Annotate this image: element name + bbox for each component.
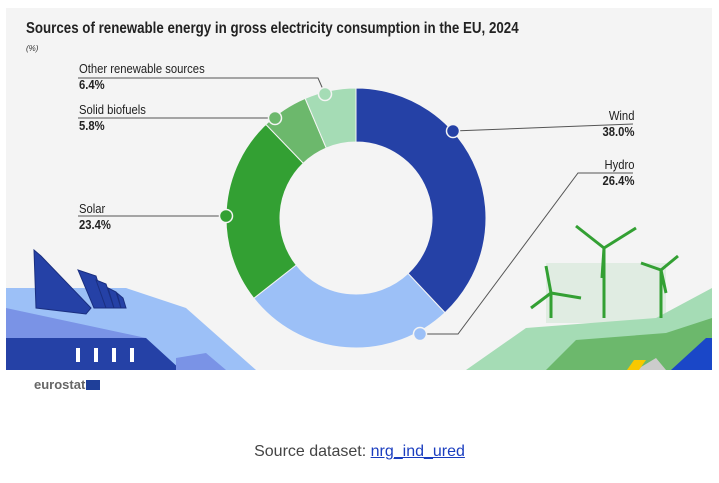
leader-wind bbox=[452, 123, 634, 132]
slice-hydro bbox=[253, 264, 446, 349]
chart-unit: (%) bbox=[26, 44, 39, 53]
source-dataset-link[interactable]: nrg_ind_ured bbox=[370, 443, 465, 460]
marker-hydro bbox=[412, 326, 428, 342]
leader-hydro bbox=[420, 172, 633, 335]
illustration-hydro-solar bbox=[6, 248, 256, 370]
chart-card: Sources of renewable energy in gross ele… bbox=[6, 8, 712, 370]
donut-chart bbox=[6, 77, 712, 370]
label-solar: Solar 23.4% bbox=[79, 202, 111, 232]
label-solid-biofuels: Solid biofuels 5.8% bbox=[79, 103, 146, 133]
marker-wind bbox=[445, 123, 461, 139]
slice-wind bbox=[355, 87, 487, 314]
label-other: Other renewable sources 6.4% bbox=[79, 62, 205, 92]
eurostat-logo: eurostat bbox=[34, 377, 101, 392]
label-wind: Wind 38.0% bbox=[602, 109, 634, 139]
slice-solar bbox=[225, 123, 304, 300]
marker-other-renewable-sources bbox=[317, 86, 333, 102]
marker-solid-biofuels bbox=[267, 110, 283, 126]
chart-title: Sources of renewable energy in gross ele… bbox=[26, 20, 519, 37]
eu-flag-icon bbox=[86, 380, 101, 390]
label-hydro: Hydro 26.4% bbox=[602, 158, 634, 188]
illustration-wind bbox=[466, 224, 712, 370]
source-line: Source dataset: nrg_ind_ured bbox=[254, 443, 465, 460]
marker-solar bbox=[218, 208, 234, 224]
